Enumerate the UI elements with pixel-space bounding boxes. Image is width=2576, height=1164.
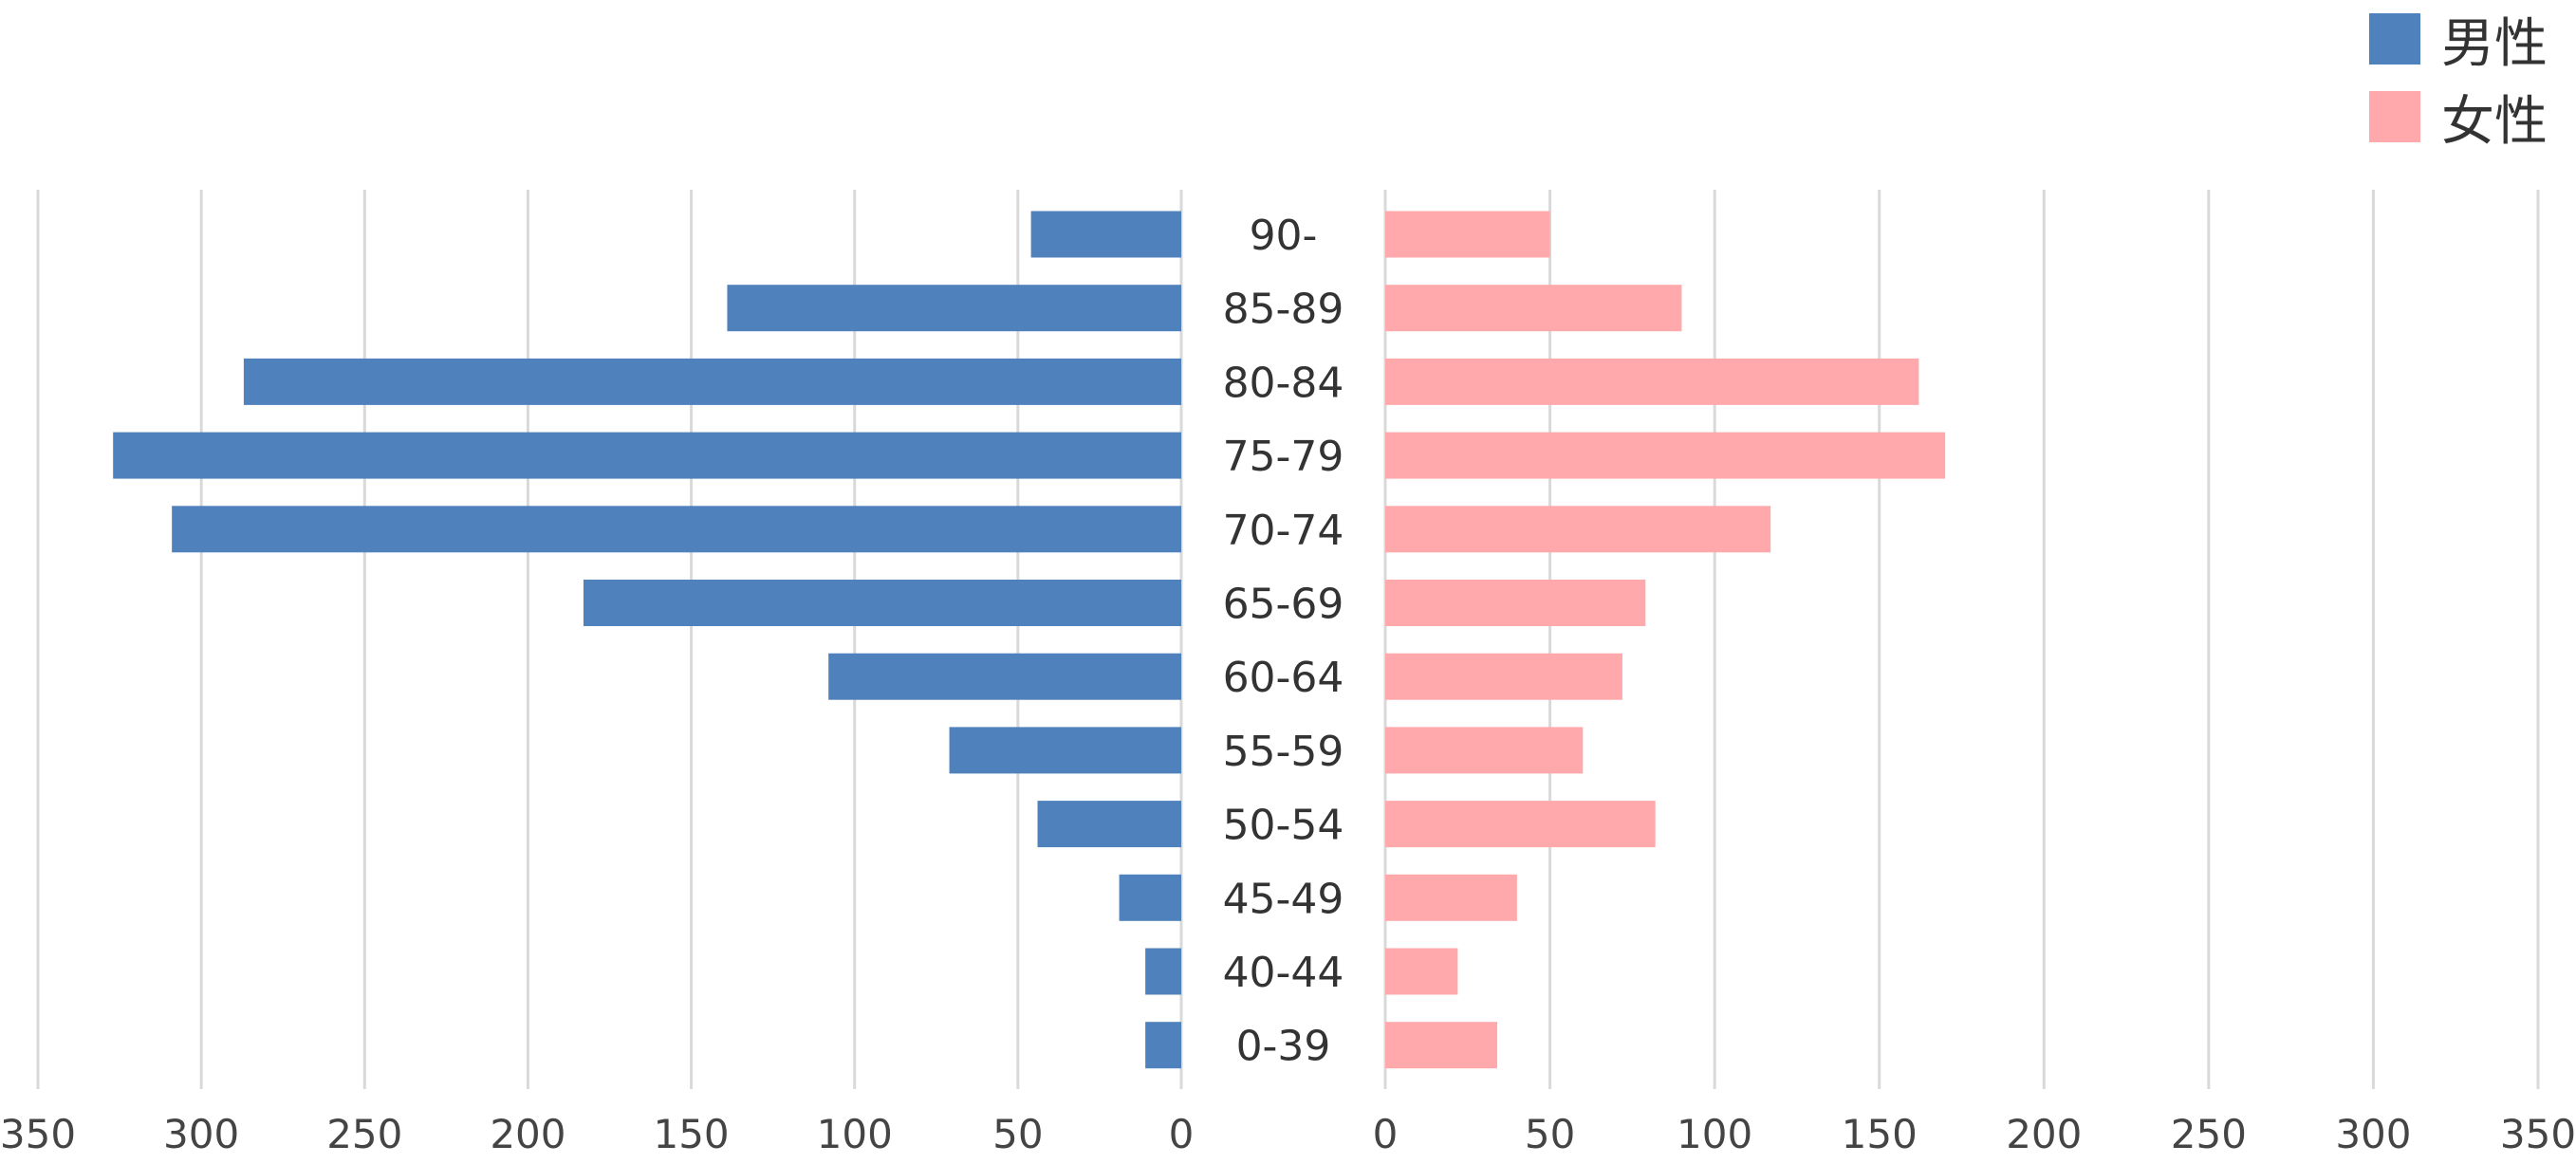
legend-label-female: 女性 — [2441, 90, 2548, 153]
bar-female — [1385, 948, 1458, 995]
bar-female — [1385, 285, 1682, 332]
legend: 男性 女性 — [2369, 0, 2548, 156]
category-label: 85-89 — [1223, 286, 1344, 334]
bar-male — [949, 727, 1181, 774]
bar-female — [1385, 506, 1771, 553]
x-tick-label-left: 0 — [1169, 1111, 1195, 1157]
x-tick-label-right: 350 — [2500, 1111, 2576, 1157]
bar-male — [828, 653, 1181, 700]
bar-female — [1385, 727, 1584, 774]
category-label: 90- — [1250, 212, 1318, 260]
bar-female — [1385, 358, 1919, 405]
x-tick-label-right: 0 — [1373, 1111, 1399, 1157]
category-label: 50-54 — [1223, 802, 1344, 850]
x-tick-label-right: 250 — [2171, 1111, 2247, 1157]
bar-female — [1385, 1022, 1498, 1069]
x-tick-label-right: 200 — [2006, 1111, 2082, 1157]
x-tick-label-left: 250 — [326, 1111, 402, 1157]
x-tick-label-right: 300 — [2335, 1111, 2411, 1157]
x-tick-label-left: 100 — [817, 1111, 893, 1157]
x-tick-label-left: 50 — [992, 1111, 1043, 1157]
bar-female — [1385, 653, 1622, 700]
category-label: 75-79 — [1223, 433, 1344, 481]
x-tick-label-left: 300 — [163, 1111, 239, 1157]
bar-male — [243, 358, 1181, 405]
x-tick-label-left: 150 — [653, 1111, 729, 1157]
category-label: 65-69 — [1223, 581, 1344, 629]
bar-male — [1145, 948, 1181, 995]
bar-male — [172, 506, 1182, 553]
x-tick-label-right: 100 — [1677, 1111, 1752, 1157]
legend-swatch-female — [2369, 91, 2420, 142]
bar-male — [113, 432, 1182, 479]
category-label: 0-39 — [1236, 1023, 1331, 1071]
x-tick-label-right: 50 — [1525, 1111, 1575, 1157]
x-tick-label-left: 350 — [0, 1111, 76, 1157]
x-tick-label-right: 150 — [1842, 1111, 1918, 1157]
category-label: 55-59 — [1223, 728, 1344, 776]
bar-female — [1385, 801, 1656, 848]
bar-male — [1030, 211, 1181, 258]
bar-female — [1385, 580, 1646, 626]
category-label: 70-74 — [1223, 507, 1344, 555]
bar-female — [1385, 432, 1946, 479]
bar-male — [727, 285, 1181, 332]
category-label: 45-49 — [1223, 875, 1344, 923]
bar-male — [1119, 874, 1181, 921]
legend-item-female: 女性 — [2369, 78, 2548, 156]
x-tick-label-left: 200 — [490, 1111, 565, 1157]
category-label: 80-84 — [1223, 359, 1344, 407]
bar-male — [583, 580, 1181, 626]
legend-label-male: 男性 — [2441, 12, 2548, 75]
category-label: 40-44 — [1223, 949, 1344, 997]
bar-female — [1385, 211, 1550, 258]
bar-female — [1385, 874, 1517, 921]
legend-item-male: 男性 — [2369, 0, 2548, 78]
bar-male — [1037, 801, 1181, 848]
bar-male — [1145, 1022, 1181, 1069]
legend-swatch-male — [2369, 13, 2420, 65]
category-label: 60-64 — [1223, 654, 1344, 702]
